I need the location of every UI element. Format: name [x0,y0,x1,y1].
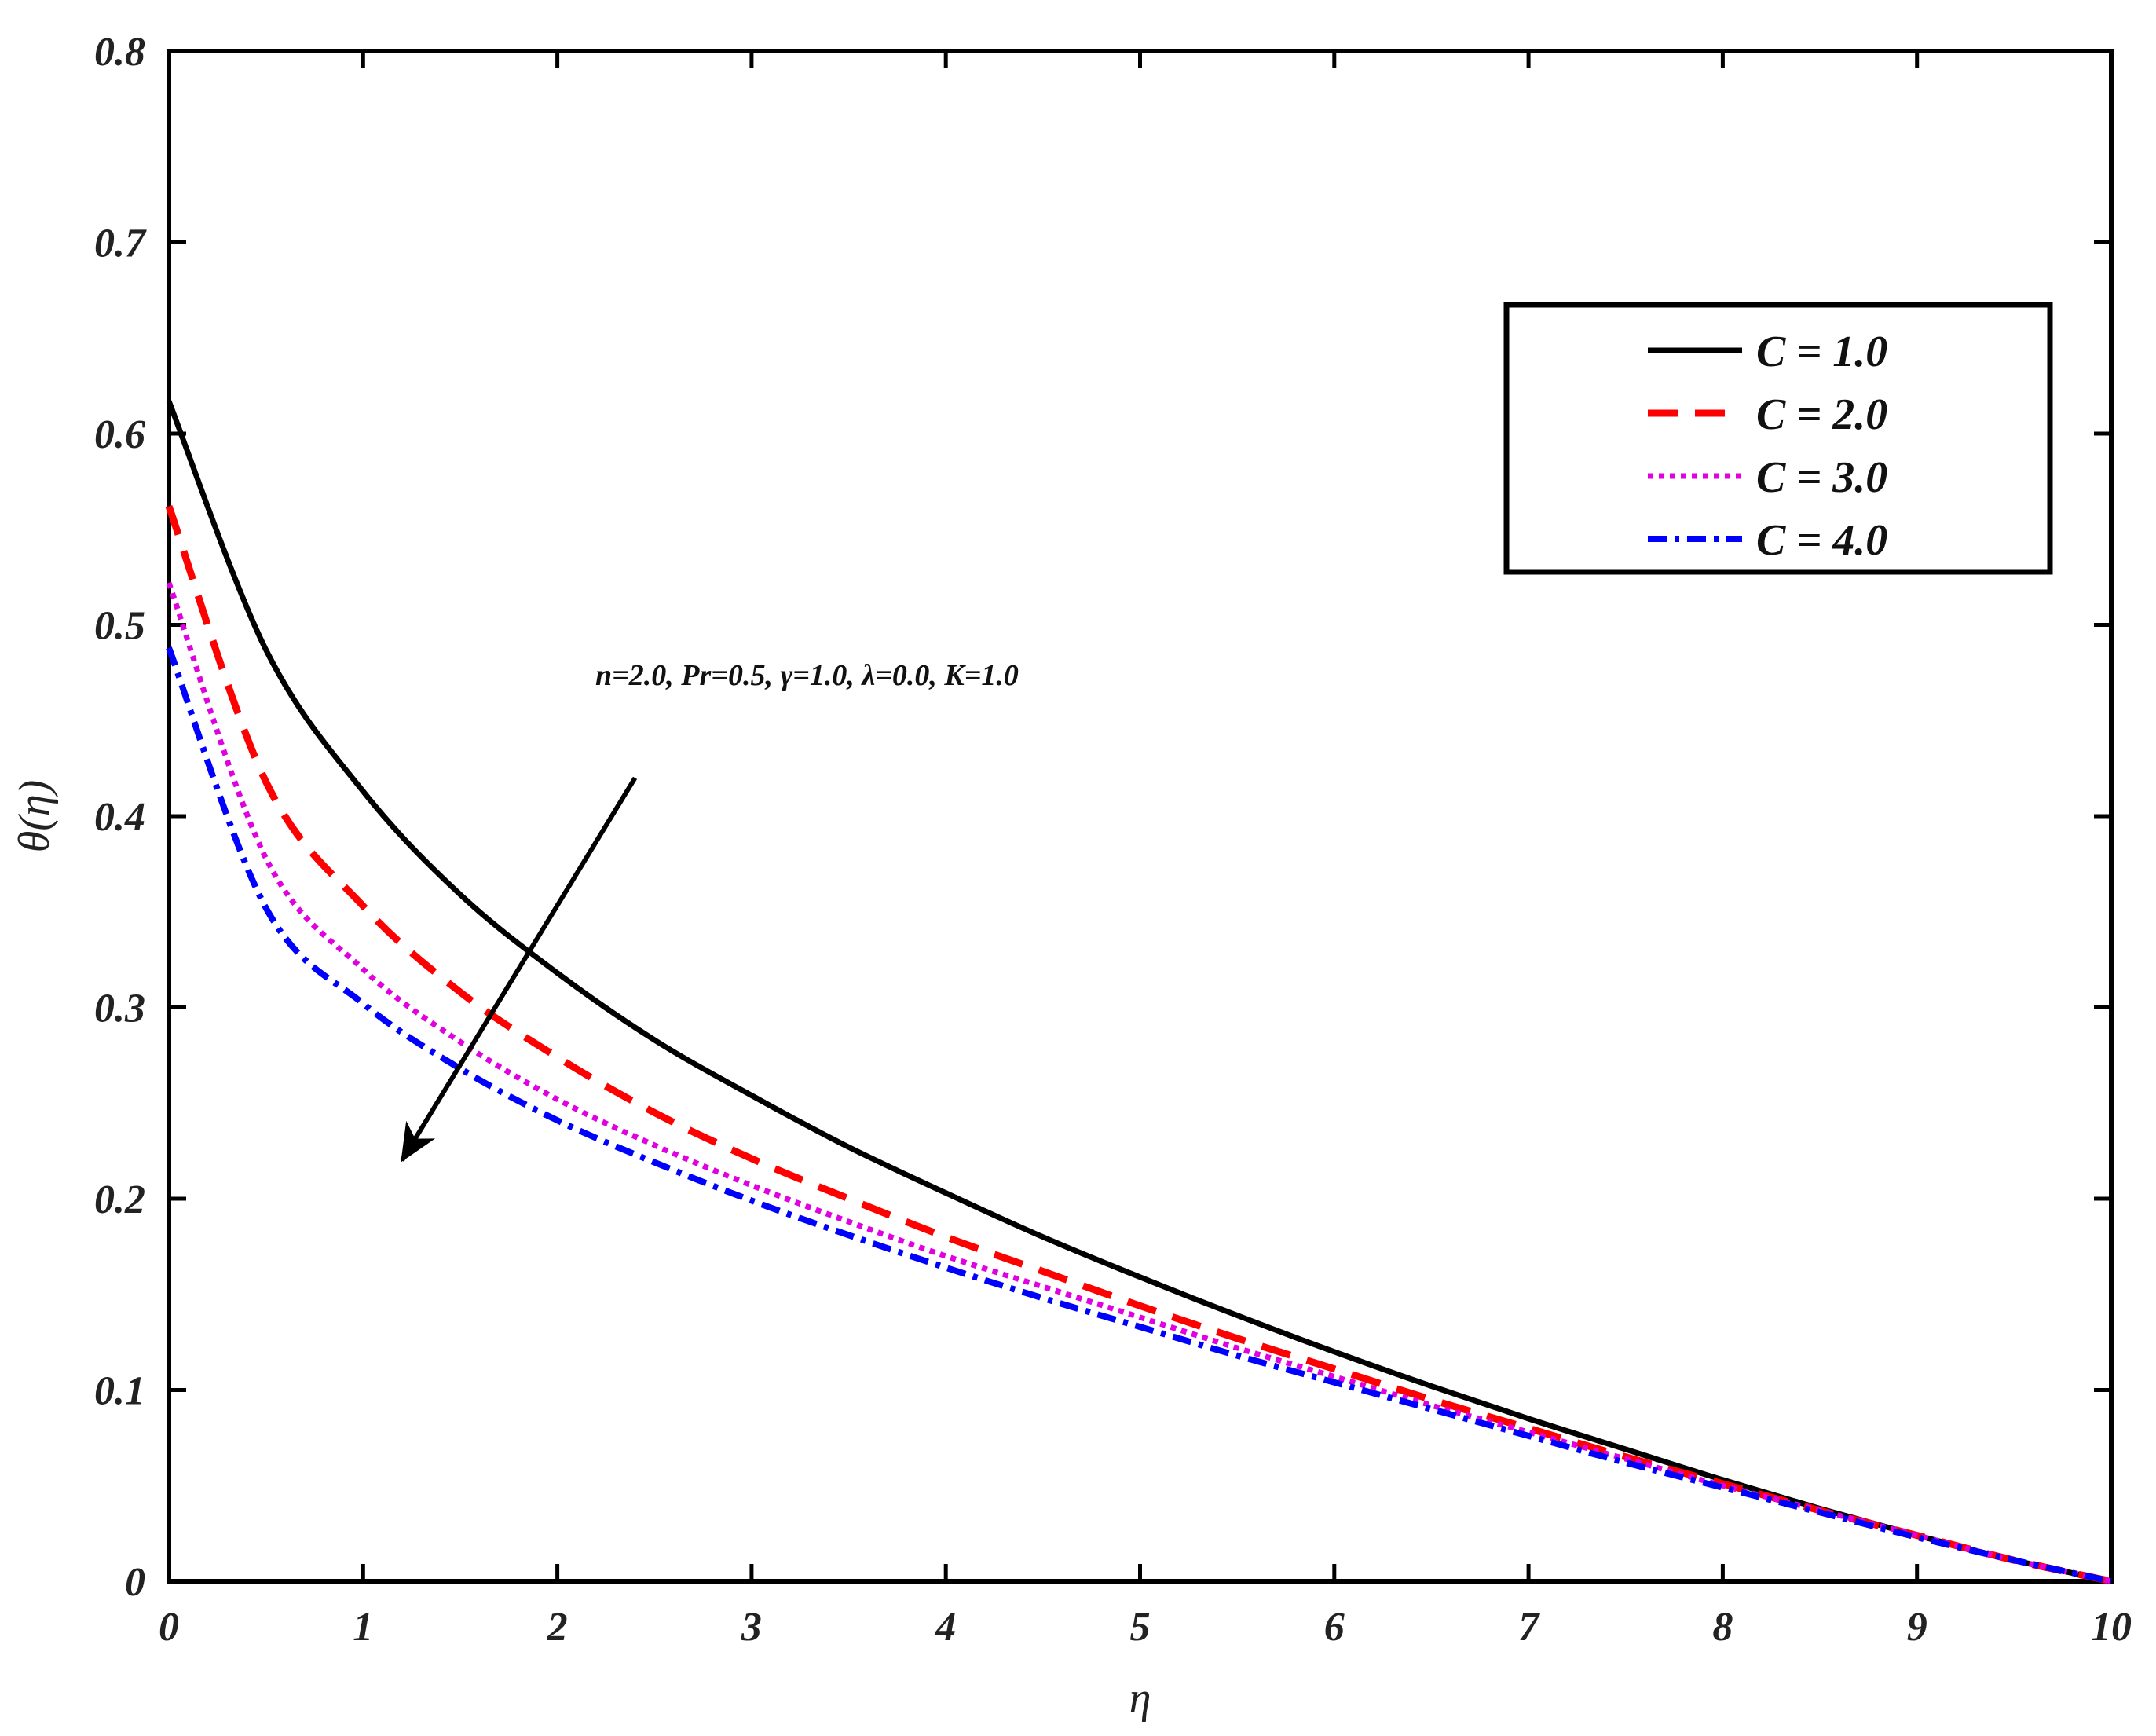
y-tick-label: 0 [125,1560,145,1605]
plot-frame [167,49,2114,1584]
annotation-arrow [400,776,638,1163]
y-tick-label: 0.4 [94,795,145,840]
x-tick-label: 4 [935,1605,956,1650]
y-tick-label: 0.3 [94,987,145,1031]
x-tick-label: 2 [547,1605,568,1650]
x-tick-label: 6 [1324,1605,1345,1650]
y-axis-label: θ(η) [10,780,59,853]
x-tick-label: 9 [1907,1605,1927,1650]
legend-label-2: C = 2.0 [1756,390,1887,439]
y-tick-label: 0.1 [94,1369,145,1414]
series-line-4 [166,646,2112,1584]
legend-label-4: C = 4.0 [1756,516,1887,565]
y-tick-label: 0.6 [94,412,145,457]
x-tick-label: 7 [1518,1605,1540,1650]
x-tick-label: 5 [1130,1605,1151,1650]
legend-box [1503,302,2053,575]
x-tick-label: 1 [353,1605,373,1650]
y-tick-label: 0.5 [94,604,145,649]
y-tick-label: 0.8 [94,30,145,75]
x-tick-label: 3 [741,1605,762,1650]
y-tick-label: 0.2 [94,1177,145,1222]
x-tick-label: 10 [2091,1605,2132,1650]
annotation-text: n=2.0, Pr=0.5, γ=1.0, λ=0.0, K=1.0 [595,659,1019,692]
legend-label-1: C = 1.0 [1756,328,1887,376]
y-tick-label: 0.7 [94,222,147,266]
legend-label-3: C = 3.0 [1756,453,1887,502]
x-tick-label: 8 [1712,1605,1733,1650]
x-tick-label: 0 [159,1605,179,1650]
series-line-2 [165,505,2112,1585]
series-line-3 [166,581,2112,1584]
x-axis-label: η [1129,1674,1151,1723]
